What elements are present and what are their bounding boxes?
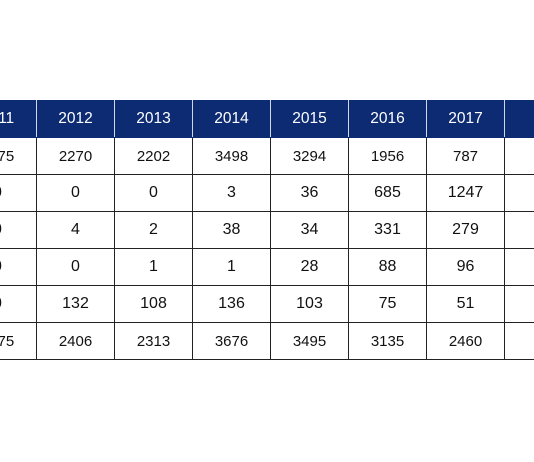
table-cell: 3 [192,174,271,212]
table-cell: 108 [114,285,193,323]
table-cell [504,137,534,175]
col-header-2015: 2015 [270,100,349,138]
table-cell [504,285,534,323]
data-table: 2011 2012 2013 2014 2015 2016 2017 2275 … [0,100,534,360]
table-cell: 0 [0,211,37,249]
table-row: 0 132 108 136 103 75 51 [0,285,534,323]
table-cell: 0 [0,174,37,212]
table-row: 0 4 2 38 34 331 279 [0,211,534,249]
table-cell: 787 [426,137,505,175]
table-cell: 132 [36,285,115,323]
table-cell: 685 [348,174,427,212]
table-cell [504,322,534,360]
col-header-2017: 2017 [426,100,505,138]
table-cell: 0 [0,285,37,323]
col-header-2016: 2016 [348,100,427,138]
table-cell: 2202 [114,137,193,175]
table-cell: 51 [426,285,505,323]
col-header-2013: 2013 [114,100,193,138]
table-row: 0 0 0 3 36 685 1247 [0,174,534,212]
table-cell: 1247 [426,174,505,212]
table-cell: 2270 [36,137,115,175]
table-row-total: 2275 2406 2313 3676 3495 3135 2460 [0,322,534,360]
table-cell: 0 [0,248,37,286]
table-cell: 75 [348,285,427,323]
table-cell: 3676 [192,322,271,360]
col-header-2011: 2011 [0,100,37,138]
table-cell [504,248,534,286]
table-cell: 34 [270,211,349,249]
table-cell: 2275 [0,322,37,360]
table-cell: 3294 [270,137,349,175]
table-cell [504,211,534,249]
table-cell: 279 [426,211,505,249]
table-cell: 2406 [36,322,115,360]
table-cell: 331 [348,211,427,249]
table-cell [504,174,534,212]
table-cell: 4 [36,211,115,249]
table-cell: 3498 [192,137,271,175]
table-cell: 36 [270,174,349,212]
table-cell: 103 [270,285,349,323]
table-cell: 96 [426,248,505,286]
col-header-2012: 2012 [36,100,115,138]
table-row: 2275 2270 2202 3498 3294 1956 787 [0,137,534,175]
table-cell: 0 [36,248,115,286]
table-cell: 2275 [0,137,37,175]
col-header-cutoff [504,100,534,138]
header-row: 2011 2012 2013 2014 2015 2016 2017 [0,100,534,138]
table-cell: 38 [192,211,271,249]
table-cell: 0 [114,174,193,212]
col-header-2014: 2014 [192,100,271,138]
data-table-container: 2011 2012 2013 2014 2015 2016 2017 2275 … [0,100,534,360]
table-cell: 3135 [348,322,427,360]
table-cell: 1 [192,248,271,286]
table-cell: 2460 [426,322,505,360]
table-cell: 0 [36,174,115,212]
table-cell: 1 [114,248,193,286]
table-cell: 136 [192,285,271,323]
table-cell: 3495 [270,322,349,360]
table-cell: 28 [270,248,349,286]
table-cell: 2 [114,211,193,249]
table-cell: 1956 [348,137,427,175]
table-cell: 88 [348,248,427,286]
table-cell: 2313 [114,322,193,360]
table-row: 0 0 1 1 28 88 96 [0,248,534,286]
